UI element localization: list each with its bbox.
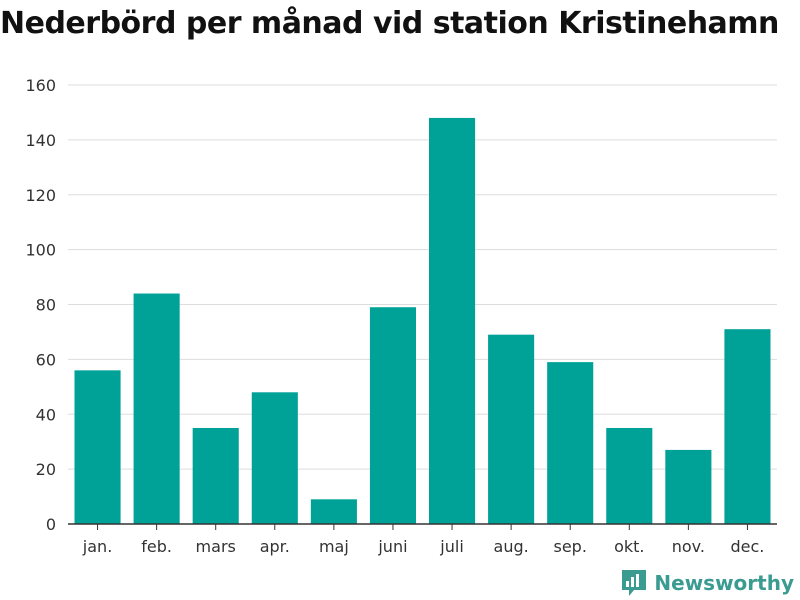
x-tick-label: okt. xyxy=(614,537,644,556)
y-tick-label: 140 xyxy=(25,131,56,150)
x-tick-label: apr. xyxy=(260,537,290,556)
bar-maj xyxy=(310,499,357,524)
y-tick-label: 20 xyxy=(36,460,56,479)
bar-mars xyxy=(192,427,239,524)
y-tick-label: 40 xyxy=(36,405,56,424)
x-axis-ticks: jan. feb. mars apr. maj juni juli aug. sep. okt. n… xyxy=(82,524,765,556)
x-tick-label: maj xyxy=(319,537,349,556)
newsworthy-logo-icon xyxy=(622,570,647,596)
x-tick-label: nov. xyxy=(672,537,705,556)
y-tick-label: 160 xyxy=(25,76,56,95)
bar-juli xyxy=(428,117,476,525)
bar-sep xyxy=(547,362,594,524)
gridlines xyxy=(68,84,777,470)
x-tick-label: mars xyxy=(196,537,236,556)
bar-nov xyxy=(665,449,712,524)
x-tick-label: juni xyxy=(377,537,407,556)
x-tick-label: jan. xyxy=(82,537,112,556)
chart-title: Nederbörd per månad vid station Kristine… xyxy=(0,6,779,41)
x-tick-label: sep. xyxy=(553,537,586,556)
bar-feb xyxy=(133,293,180,524)
bar-okt xyxy=(606,427,653,524)
y-tick-label: 60 xyxy=(36,350,56,369)
bar-jan xyxy=(74,370,121,524)
bar-aug xyxy=(488,334,535,524)
x-tick-label: aug. xyxy=(494,537,529,556)
brand-name: Newsworthy xyxy=(654,571,794,595)
bar-apr xyxy=(251,392,298,524)
y-tick-label: 80 xyxy=(36,296,56,315)
x-tick-label: juli xyxy=(439,537,463,556)
y-tick-label: 100 xyxy=(25,241,56,260)
bars xyxy=(74,117,771,525)
brand-logo: Newsworthy xyxy=(620,568,794,598)
bar-juni xyxy=(369,307,417,524)
y-axis-ticks: 0 20 40 60 80 100 120 140 160 xyxy=(25,76,56,534)
x-tick-label: dec. xyxy=(731,537,765,556)
x-tick-label: feb. xyxy=(141,537,172,556)
bar-dec xyxy=(724,329,771,524)
y-tick-label: 120 xyxy=(25,186,56,205)
y-tick-label: 0 xyxy=(46,515,56,534)
